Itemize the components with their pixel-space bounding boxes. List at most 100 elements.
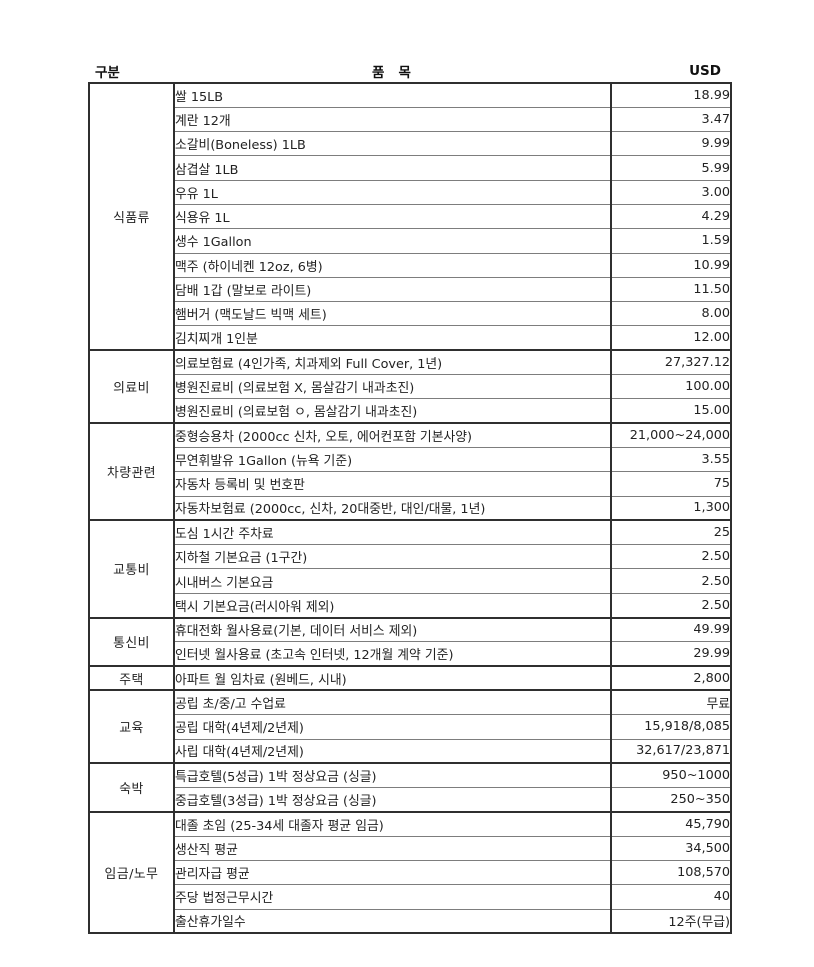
usd-cell: 2.50 <box>610 544 731 569</box>
item-cell: 햄버거 (맥도날드 빅맥 세트) <box>174 301 611 326</box>
item-cell: 쌀 15LB <box>174 81 611 108</box>
table-row: 관리자급 평균 108,570 <box>89 859 731 885</box>
table-row: 담배 1갑 (말보로 라이트) 11.50 <box>89 276 731 302</box>
cost-table: 식품류 쌀 15LB 18.99 계란 12개 3.47 소갈비(Boneless) 1L… <box>88 81 732 935</box>
item-cell: 휴대전화 월사용료(기본, 데이터 서비스 제외) <box>174 616 611 642</box>
item-cell: 김치찌개 1인분 <box>174 325 611 351</box>
item-cell: 병원진료비 (의료보험 X, 몸살감기 내과초진) <box>174 374 611 399</box>
usd-cell: 15,918/8,085 <box>610 714 731 740</box>
item-cell: 아파트 월 임차료 (원베드, 시내) <box>174 665 611 691</box>
usd-cell: 2.50 <box>610 568 731 594</box>
usd-cell: 32,617/23,871 <box>610 738 731 764</box>
usd-cell: 3.00 <box>610 179 731 205</box>
table-row: 병원진료비 (의료보험 ㅇ, 몸살감기 내과초진) 15.00 <box>89 398 731 424</box>
item-cell: 지하철 기본요금 (1구간) <box>174 544 611 569</box>
usd-cell: 950~1000 <box>610 762 731 788</box>
usd-cell: 12주(무급) <box>610 908 731 934</box>
header-usd: USD <box>689 62 721 79</box>
item-cell: 사립 대학(4년제/2년제) <box>174 738 611 764</box>
table-row: 식품류 쌀 15LB 18.99 <box>89 81 731 351</box>
item-cell: 의료보험료 (4인가족, 치과제외 Full Cover, 1년) <box>174 349 611 375</box>
usd-cell: 75 <box>610 471 731 497</box>
item-cell: 소갈비(Boneless) 1LB <box>174 131 611 156</box>
usd-cell: 100.00 <box>610 374 731 399</box>
usd-cell: 21,000~24,000 <box>610 422 731 448</box>
table-row: 맥주 (하이네켄 12oz, 6병) 10.99 <box>89 252 731 278</box>
item-cell: 관리자급 평균 <box>174 859 611 885</box>
header-item: 품 목 <box>372 64 411 81</box>
item-cell: 인터넷 월사용료 (초고속 인터넷, 12개월 계약 기준) <box>174 641 611 667</box>
usd-cell: 49.99 <box>610 616 731 642</box>
usd-cell: 8.00 <box>610 301 731 326</box>
usd-cell: 3.55 <box>610 446 731 472</box>
usd-cell: 9.99 <box>610 131 731 156</box>
category-cell: 주택 <box>89 665 175 691</box>
item-cell: 중형승용차 (2000cc 신차, 오토, 에어컨포함 기본사양) <box>174 422 611 448</box>
usd-cell: 250~350 <box>610 787 731 812</box>
usd-cell: 2,800 <box>610 665 731 691</box>
usd-cell: 27,327.12 <box>610 349 731 375</box>
item-cell: 중급호텔(3성급) 1박 정상요금 (싱글) <box>174 787 611 812</box>
table-row: 식용유 1L 4.29 <box>89 203 731 229</box>
item-cell: 자동차보험료 (2000cc, 신차, 20대중반, 대인/대물, 1년) <box>174 495 611 521</box>
item-cell: 담배 1갑 (말보로 라이트) <box>174 276 611 302</box>
item-cell: 출산휴가일수 <box>174 908 611 934</box>
usd-cell: 108,570 <box>610 859 731 885</box>
category-cell: 교통비 <box>89 519 175 618</box>
table-row: 생산직 평균 34,500 <box>89 835 731 861</box>
table-row: 교통비 도심 1시간 주차료 25 <box>89 519 731 618</box>
item-cell: 주당 법정근무시간 <box>174 884 611 910</box>
table-row: 햄버거 (맥도날드 빅맥 세트) 8.00 <box>89 301 731 326</box>
item-cell: 공립 대학(4년제/2년제) <box>174 714 611 740</box>
table-row: 택시 기본요금(러시아워 제외) 2.50 <box>89 592 731 618</box>
usd-cell: 2.50 <box>610 592 731 618</box>
item-cell: 대졸 초임 (25-34세 대졸자 평균 임금) <box>174 810 611 837</box>
category-cell: 식품류 <box>89 81 175 351</box>
usd-cell: 5.99 <box>610 155 731 181</box>
usd-cell: 10.99 <box>610 252 731 278</box>
table-row: 생수 1Gallon 1.59 <box>89 228 731 254</box>
table-row: 주택 아파트 월 임차료 (원베드, 시내) 2,800 <box>89 665 731 691</box>
table-row: 지하철 기본요금 (1구간) 2.50 <box>89 544 731 569</box>
usd-cell: 무료 <box>610 689 731 715</box>
item-cell: 생산직 평균 <box>174 835 611 861</box>
item-cell: 삼겹살 1LB <box>174 155 611 181</box>
item-cell: 무연휘발유 1Gallon (뉴욕 기준) <box>174 446 611 472</box>
table-row: 소갈비(Boneless) 1LB 9.99 <box>89 131 731 156</box>
usd-cell: 45,790 <box>610 810 731 837</box>
table-row: 숙박 특급호텔(5성급) 1박 정상요금 (싱글) 950~1000 <box>89 762 731 812</box>
table-header: 구분 품 목 USD <box>88 59 730 82</box>
item-cell: 도심 1시간 주차료 <box>174 519 611 545</box>
usd-cell: 4.29 <box>610 203 731 229</box>
item-cell: 식용유 1L <box>174 203 611 229</box>
item-cell: 택시 기본요금(러시아워 제외) <box>174 592 611 618</box>
table-row: 무연휘발유 1Gallon (뉴욕 기준) 3.55 <box>89 446 731 472</box>
category-cell: 교육 <box>89 689 175 764</box>
usd-cell: 1,300 <box>610 495 731 521</box>
table-row: 임금/노무 대졸 초임 (25-34세 대졸자 평균 임금) 45,790 <box>89 810 731 934</box>
category-cell: 숙박 <box>89 762 175 812</box>
table-row: 병원진료비 (의료보험 X, 몸살감기 내과초진) 100.00 <box>89 374 731 399</box>
usd-cell: 1.59 <box>610 228 731 254</box>
usd-cell: 11.50 <box>610 276 731 302</box>
usd-cell: 15.00 <box>610 398 731 424</box>
usd-cell: 25 <box>610 519 731 545</box>
table-row: 우유 1L 3.00 <box>89 179 731 205</box>
cost-table-body: 식품류 쌀 15LB 18.99 계란 12개 3.47 소갈비(Boneless) 1L… <box>89 81 731 934</box>
table-row: 계란 12개 3.47 <box>89 106 731 132</box>
item-cell: 우유 1L <box>174 179 611 205</box>
item-cell: 특급호텔(5성급) 1박 정상요금 (싱글) <box>174 762 611 788</box>
usd-cell: 3.47 <box>610 106 731 132</box>
item-cell: 시내버스 기본요금 <box>174 568 611 594</box>
item-cell: 병원진료비 (의료보험 ㅇ, 몸살감기 내과초진) <box>174 398 611 424</box>
usd-cell: 29.99 <box>610 641 731 667</box>
category-cell: 통신비 <box>89 616 175 667</box>
table-row: 인터넷 월사용료 (초고속 인터넷, 12개월 계약 기준) 29.99 <box>89 641 731 667</box>
item-cell: 공립 초/중/고 수업료 <box>174 689 611 715</box>
table-row: 의료비 의료보험료 (4인가족, 치과제외 Full Cover, 1년) 27,3… <box>89 349 731 424</box>
table-row: 출산휴가일수 12주(무급) <box>89 908 731 934</box>
item-cell: 생수 1Gallon <box>174 228 611 254</box>
usd-cell: 40 <box>610 884 731 910</box>
table-row: 자동차보험료 (2000cc, 신차, 20대중반, 대인/대물, 1년) 1,3… <box>89 495 731 521</box>
